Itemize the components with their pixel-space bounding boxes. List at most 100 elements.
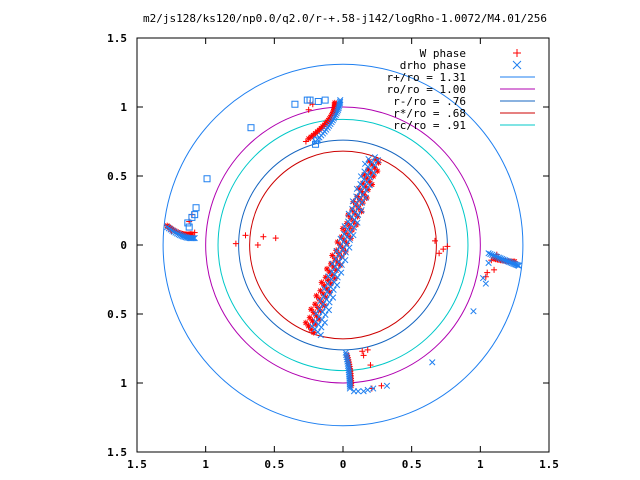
series-1-arc-2-point bbox=[487, 250, 494, 258]
series-1-band-point bbox=[337, 235, 344, 242]
series-1-arc-2-point bbox=[495, 254, 503, 261]
legend-label-1: drho phase bbox=[400, 59, 466, 72]
series-1-point bbox=[482, 280, 489, 287]
series-1-point bbox=[479, 274, 487, 282]
series-1-band-point bbox=[349, 198, 356, 205]
series-1-arc-2-point bbox=[489, 251, 496, 258]
series-1-square-point bbox=[312, 140, 320, 148]
y-tick-label: 1 bbox=[120, 101, 127, 114]
series-0-point bbox=[367, 362, 374, 369]
series-1-square-point bbox=[306, 96, 314, 104]
y-tick-label: 1 bbox=[120, 377, 127, 390]
series-1-band-point bbox=[357, 180, 364, 188]
series-1-band-point bbox=[320, 293, 327, 300]
series-1-square-point bbox=[203, 175, 211, 183]
series-1-band-point bbox=[353, 193, 360, 200]
series-0-point bbox=[364, 346, 371, 353]
x-tick-label: 1.5 bbox=[539, 458, 559, 471]
chart-title: m2/js128/ks120/np0.0/q2.0/r-+.58-j142/lo… bbox=[143, 12, 547, 25]
series-0-point bbox=[444, 243, 451, 250]
series-0-point bbox=[254, 242, 261, 248]
series-0-point bbox=[302, 138, 309, 145]
series-0-point bbox=[432, 237, 439, 244]
legend-label-5: r*/ro = .68 bbox=[393, 107, 466, 120]
series-1-band-point bbox=[332, 255, 340, 263]
series-1-band-point bbox=[325, 273, 332, 280]
series-1-square-point bbox=[247, 124, 255, 132]
series-1-arc-0-point bbox=[329, 117, 336, 124]
y-tick-label: 1.5 bbox=[107, 32, 127, 45]
series-0-point bbox=[436, 250, 443, 257]
series-0-point bbox=[360, 352, 367, 359]
series-1-square-point bbox=[185, 223, 193, 231]
series-1-point bbox=[429, 359, 436, 366]
x-tick-label: 1 bbox=[202, 458, 209, 471]
series-1-square-point bbox=[184, 219, 192, 227]
x-tick-label: 0.5 bbox=[264, 458, 284, 471]
series-1-band-point bbox=[308, 323, 316, 330]
series-1-band-point bbox=[365, 155, 372, 163]
series-1-band-point bbox=[349, 205, 356, 213]
series-0-band-point bbox=[313, 292, 320, 299]
series-0-point bbox=[305, 106, 312, 113]
series-1-arc-0-point bbox=[336, 98, 344, 105]
series-1-band-point bbox=[328, 268, 336, 275]
circle-3 bbox=[249, 150, 437, 340]
series-1-arc-2-point bbox=[490, 252, 498, 259]
series-1-arc-2-point bbox=[515, 262, 522, 269]
x-tick-label: 0.5 bbox=[402, 458, 422, 471]
series-1-arc-3-point bbox=[346, 385, 354, 392]
series-1-band-point bbox=[361, 160, 369, 168]
series-1-band-point bbox=[312, 318, 319, 325]
series-0-point bbox=[272, 235, 279, 242]
series-0-point bbox=[260, 233, 267, 240]
series-1-arc-1-point bbox=[173, 230, 181, 237]
legend-label-0: W phase bbox=[420, 47, 466, 60]
y-tick-label: 0.5 bbox=[107, 308, 127, 321]
y-tick-label: 0 bbox=[120, 239, 127, 252]
series-1-point bbox=[354, 388, 362, 395]
series-0-arc-0-point bbox=[331, 99, 338, 106]
series-1-band-point bbox=[361, 168, 368, 175]
series-1-arc-1-point bbox=[190, 235, 197, 242]
series-1-square-point bbox=[291, 100, 299, 108]
series-1-square-point bbox=[313, 136, 321, 144]
series-1-point bbox=[383, 382, 391, 389]
series-1-arc-2-point bbox=[494, 253, 501, 261]
series-1-band-point bbox=[329, 260, 336, 267]
series-0-point bbox=[484, 269, 491, 276]
legend-label-4: r-/ro = .76 bbox=[393, 95, 466, 108]
y-tick-label: 0.5 bbox=[107, 170, 127, 183]
series-1-band-point bbox=[345, 218, 352, 225]
series-1-band-point bbox=[353, 185, 361, 193]
series-0-band-point bbox=[312, 301, 319, 308]
series-1-band-point bbox=[336, 243, 344, 250]
x-tick-label: 1 bbox=[477, 458, 484, 471]
series-1-arc-2-point bbox=[492, 253, 499, 260]
series-1-point bbox=[360, 388, 367, 395]
series-1-band-point bbox=[317, 298, 324, 305]
series-1-band-point bbox=[340, 230, 348, 238]
series-1-arc-1-point bbox=[189, 235, 196, 242]
series-0-band-point bbox=[308, 306, 315, 313]
x-tick-label: 1.5 bbox=[127, 458, 147, 471]
series-1-band-point bbox=[357, 173, 365, 180]
series-0-band-point bbox=[318, 279, 325, 286]
series-0-band-point bbox=[302, 319, 309, 326]
series-0-point bbox=[359, 348, 366, 355]
series-1-arc-0-point bbox=[337, 96, 344, 104]
series-0-point bbox=[378, 382, 385, 389]
series-1-point bbox=[470, 308, 477, 315]
series-1-square-point bbox=[321, 96, 329, 104]
series-1-point bbox=[364, 386, 371, 394]
series-0-band-point bbox=[322, 274, 329, 281]
series-1-square-point bbox=[314, 97, 322, 105]
legend-label-6: rc/ro = .91 bbox=[393, 119, 466, 132]
series-1-band-point bbox=[345, 210, 352, 217]
series-1-point bbox=[370, 385, 377, 392]
circle-1 bbox=[205, 106, 481, 384]
series-1-arc-0-point bbox=[334, 108, 341, 115]
series-1-arc-0-point bbox=[332, 111, 339, 119]
